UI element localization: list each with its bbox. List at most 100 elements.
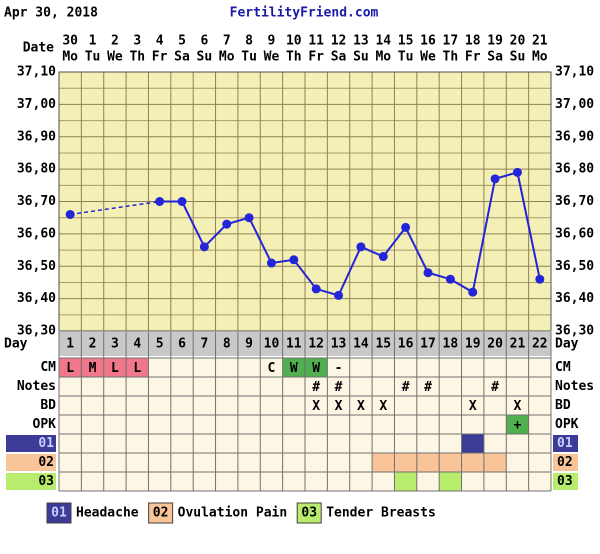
cell-fill [282, 358, 305, 377]
temperature-point [289, 255, 299, 265]
cell-text: # [402, 380, 410, 395]
site-name[interactable]: FertilityFriend.com [230, 6, 379, 21]
day-number: 13 [331, 337, 347, 352]
cell-text: W [312, 361, 320, 376]
symptom-cell [394, 453, 417, 472]
symptom-code-right: 01 [557, 436, 573, 451]
x-tick-label: 30 [62, 34, 78, 49]
symptom-cell [416, 453, 440, 472]
x-weekday-label: Sa [174, 50, 190, 65]
x-tick-label: 18 [465, 34, 481, 49]
x-tick-label: 2 [111, 34, 119, 49]
plot-frame [58, 71, 552, 332]
gap-line [70, 200, 160, 216]
cell-fill [59, 358, 82, 377]
y-tick-label-right: 36,50 [555, 259, 594, 274]
temperature-point [311, 284, 321, 294]
x-tick-label: 5 [178, 34, 186, 49]
x-weekday-label: We [420, 50, 436, 65]
x-weekday-label: Mo [532, 50, 548, 65]
symptom-code-right: 02 [557, 455, 573, 470]
symptom-code-box-right [553, 435, 578, 452]
x-weekday-label: We [264, 50, 280, 65]
x-tick-label: 6 [200, 34, 208, 49]
temperature-point [535, 274, 545, 284]
day-number: 21 [510, 337, 526, 352]
x-weekday-label: Fr [308, 50, 324, 65]
x-tick-label: 15 [398, 34, 414, 49]
cell-text: # [491, 380, 499, 395]
x-weekday-label: Fr [465, 50, 481, 65]
day-row-label-right: Day [555, 337, 579, 352]
x-weekday-label: Tu [85, 50, 101, 65]
cell-text: X [357, 399, 365, 414]
symptom-code: 03 [38, 474, 54, 489]
symptom-cell [461, 434, 484, 453]
x-tick-label: 16 [420, 34, 436, 49]
symptom-cell [439, 453, 462, 472]
chart-date: Apr 30, 2018 [4, 6, 98, 21]
row-label: OPK [33, 417, 57, 432]
cell-fill [305, 358, 328, 377]
y-tick-label: 37,00 [17, 97, 56, 112]
cell-text: L [66, 361, 74, 376]
x-weekday-label: Mo [62, 50, 78, 65]
x-tick-label: 4 [156, 34, 164, 49]
cell-fill [103, 358, 127, 377]
cell-text: X [312, 399, 320, 414]
temperature-point [266, 258, 276, 268]
cell-text: + [514, 418, 522, 433]
x-tick-label: 7 [223, 34, 231, 49]
day-number: 7 [200, 337, 208, 352]
temperature-point [378, 252, 388, 262]
temperature-point [512, 167, 522, 177]
legend-label: Tender Breasts [326, 506, 436, 521]
legend-code: 01 [51, 506, 67, 521]
x-tick-label: 9 [268, 34, 276, 49]
temperature-point [244, 213, 254, 223]
cell-text: X [469, 399, 477, 414]
y-tick-label: 36,90 [17, 129, 56, 144]
temperature-point [423, 268, 433, 278]
day-number: 20 [487, 337, 503, 352]
cell-fill [126, 358, 149, 377]
day-number: 1 [66, 337, 74, 352]
temperature-point [177, 197, 187, 206]
y-tick-label: 36,80 [17, 162, 56, 177]
legend-box [46, 502, 72, 524]
day-row-label: Day [4, 337, 28, 352]
day-number: 22 [532, 337, 548, 352]
y-tick-label: 36,70 [17, 194, 56, 209]
cell-text: # [312, 380, 320, 395]
legend-box [296, 502, 322, 524]
day-number: 8 [223, 337, 231, 352]
symptom-cell [483, 453, 507, 472]
temperature-point [490, 174, 500, 184]
x-weekday-label: Tu [398, 50, 414, 65]
cell-fill [506, 415, 529, 434]
y-tick-label: 36,30 [17, 324, 56, 339]
symptom-code-box [6, 435, 56, 452]
x-tick-label: 20 [510, 34, 526, 49]
x-weekday-label: Sa [331, 50, 347, 65]
day-number: 19 [465, 337, 481, 352]
day-number: 18 [443, 337, 459, 352]
cell-text: X [335, 399, 343, 414]
temperature-point [65, 209, 75, 219]
cell-text: X [379, 399, 387, 414]
x-weekday-label: Su [353, 50, 369, 65]
x-weekday-label: Fr [152, 50, 168, 65]
day-number: 17 [420, 337, 436, 352]
x-weekday-label: Mo [219, 50, 235, 65]
cell-text: W [290, 361, 298, 376]
temperature-point [155, 197, 165, 206]
day-number: 9 [245, 337, 253, 352]
day-number: 10 [264, 337, 280, 352]
cell-text: X [514, 399, 522, 414]
x-tick-label: 10 [286, 34, 302, 49]
row-label-right: OPK [555, 417, 579, 432]
x-tick-label: 3 [133, 34, 141, 49]
y-tick-label: 36,60 [17, 226, 56, 241]
temperature-point [356, 242, 366, 252]
